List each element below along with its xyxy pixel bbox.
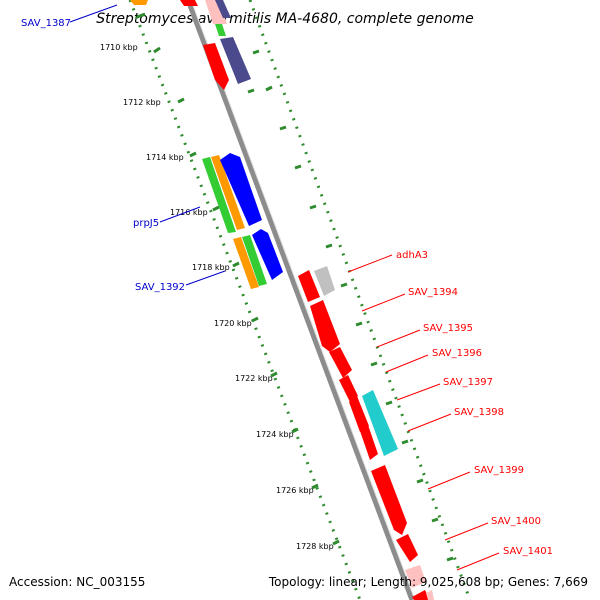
feature-group-top	[130, 0, 251, 90]
gene-feature[interactable]	[298, 270, 320, 302]
tick-label: 1718 kbp	[192, 263, 230, 272]
left-labels: SAV_1387 prpJ5 SAV_1392	[21, 4, 226, 293]
gene-feature[interactable]	[310, 300, 340, 352]
tick-label: 1714 kbp	[146, 153, 184, 162]
gene-feature[interactable]	[396, 534, 418, 562]
gene-label-sav1399[interactable]: SAV_1399	[474, 465, 524, 476]
gene-feature[interactable]	[362, 390, 398, 456]
tick-labels: 1710 kbp 1712 kbp 1714 kbp 1716 kbp 1718…	[100, 43, 334, 551]
tick-label: 1712 kbp	[123, 98, 161, 107]
gene-feature[interactable]	[252, 229, 283, 280]
genome-backbone-highlight	[190, 0, 416, 600]
gene-label-sav1395[interactable]: SAV_1395	[423, 323, 473, 334]
gene-feature[interactable]	[329, 347, 352, 378]
gene-feature[interactable]	[314, 266, 335, 296]
gene-label-sav1400[interactable]: SAV_1400	[491, 516, 541, 527]
gene-feature[interactable]	[233, 237, 259, 289]
feature-group-middle	[202, 153, 283, 289]
gene-label-sav1401[interactable]: SAV_1401	[503, 546, 553, 557]
gene-feature[interactable]	[426, 590, 434, 600]
gene-feature[interactable]	[360, 425, 378, 460]
tick-label: 1710 kbp	[100, 43, 138, 52]
gene-feature[interactable]	[220, 37, 251, 84]
accession-text: Accession: NC_003155	[9, 575, 145, 589]
left-tick-guide	[128, 0, 362, 600]
gene-feature[interactable]	[203, 43, 229, 90]
gene-feature[interactable]	[405, 565, 426, 588]
gene-label-sav1392[interactable]: SAV_1392	[135, 282, 185, 293]
gene-feature[interactable]	[202, 157, 236, 233]
map-title: Streptomyces avermitilis MA-4680, comple…	[96, 11, 474, 27]
right-tick-guide	[248, 0, 472, 600]
gene-label-sav1396[interactable]: SAV_1396	[432, 348, 482, 359]
gene-feature[interactable]	[339, 375, 358, 402]
gene-feature[interactable]	[205, 0, 227, 24]
feature-group-lower	[298, 266, 434, 600]
gene-feature[interactable]	[130, 0, 148, 5]
gene-feature[interactable]	[180, 0, 198, 6]
tick-label: 1724 kbp	[256, 430, 294, 439]
tick-label: 1720 kbp	[214, 319, 252, 328]
gene-label-sav1387[interactable]: SAV_1387	[21, 18, 71, 29]
right-labels: adhA3 SAV_1394 SAV_1395 SAV_1396 SAV_139…	[347, 250, 553, 571]
gene-feature[interactable]	[371, 465, 407, 535]
summary-text: Topology: linear; Length: 9,025,608 bp; …	[268, 575, 588, 589]
major-ticks	[136, 12, 454, 562]
gene-label-sav1397[interactable]: SAV_1397	[443, 377, 493, 388]
gene-feature[interactable]	[242, 235, 267, 286]
genome-backbone	[185, 0, 415, 600]
gene-label-prpj5[interactable]: prpJ5	[133, 218, 159, 229]
tick-label: 1726 kbp	[276, 486, 314, 495]
tick-label: 1722 kbp	[235, 374, 273, 383]
tick-label: 1716 kbp	[170, 208, 208, 217]
gene-feature[interactable]	[211, 155, 245, 230]
gene-label-sav1398[interactable]: SAV_1398	[454, 407, 504, 418]
gene-label-adha3[interactable]: adhA3	[396, 250, 428, 261]
tick-label: 1728 kbp	[296, 542, 334, 551]
gene-feature[interactable]	[349, 396, 369, 432]
gene-label-sav1394[interactable]: SAV_1394	[408, 287, 458, 298]
gene-feature[interactable]	[215, 0, 231, 18]
gene-feature[interactable]	[412, 590, 430, 600]
gene-feature[interactable]	[220, 153, 262, 226]
